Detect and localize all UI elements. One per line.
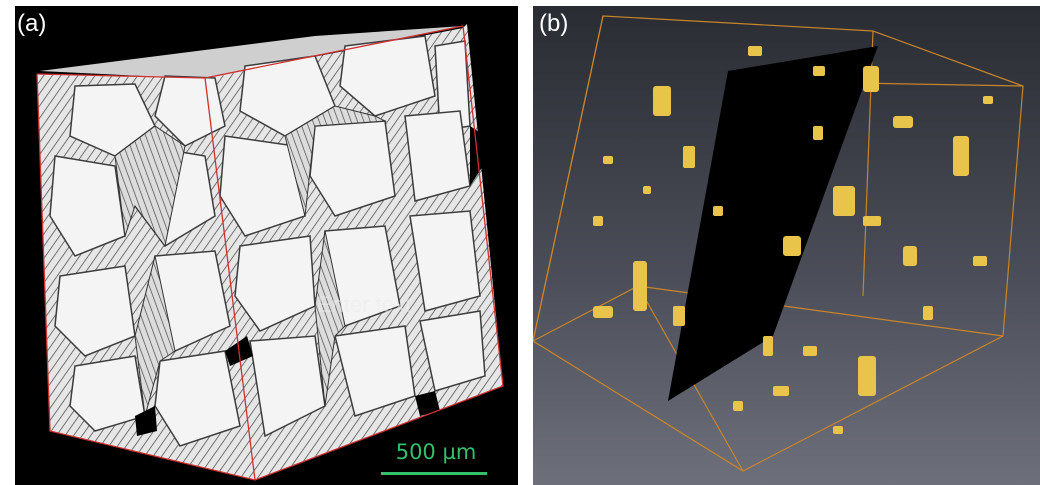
slice-plane [668,46,878,401]
panel-a-cube-render: (a) Enter text 500 µm [15,6,518,485]
panel-a-label: (a) [17,10,47,37]
grains [49,35,486,447]
cube-render [36,24,504,481]
particle-render [533,15,1024,472]
cube-edges [36,25,504,481]
grain-contours [114,105,387,417]
scale-bar-label: 500 µm [395,440,477,464]
panel-b-particle-render: (b) [533,6,1040,485]
particles [593,46,993,434]
scale-bar [381,472,487,475]
panel-b-label: (b) [539,10,569,37]
enter-text-placeholder: Enter text [317,292,412,317]
cube-top-face [40,26,463,79]
